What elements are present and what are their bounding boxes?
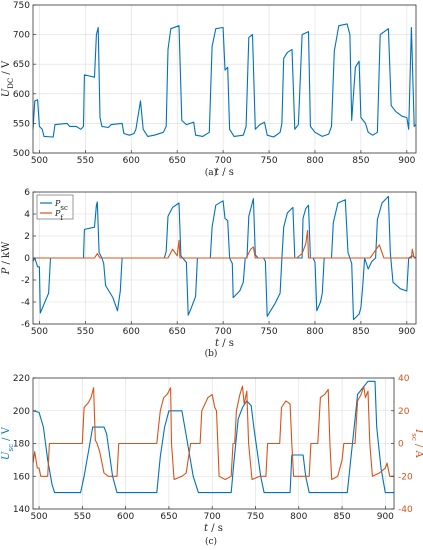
y-axis-label: UDC / V <box>1 60 15 97</box>
y-axis-label: P / kW <box>1 241 12 276</box>
x-tick-label: 900 <box>398 327 415 337</box>
x-tick-label: 700 <box>215 156 232 166</box>
y-tick-label: 140 <box>13 505 30 515</box>
x-tick-label: 750 <box>260 327 277 337</box>
series-line-p-f <box>33 229 416 259</box>
y-tick-label: 220 <box>13 374 30 384</box>
legend-label-p-f: Pf <box>54 209 64 222</box>
series-line-udc <box>33 23 416 138</box>
legend-label-p-sc: Psc <box>54 199 68 212</box>
y-right-tick-label: 20 <box>398 407 410 417</box>
y-right-tick-label: -20 <box>398 472 413 482</box>
series-line-p-sc <box>33 195 416 321</box>
y-tick-label: 200 <box>13 407 30 417</box>
x-tick-label: 650 <box>169 327 186 337</box>
x-tick-label: 700 <box>215 327 232 337</box>
x-tick-label: 600 <box>117 512 134 522</box>
x-tick-label: 700 <box>204 512 221 522</box>
y-tick-label: 650 <box>13 60 30 70</box>
y-tick-label: 0 <box>24 254 30 264</box>
x-tick-label: 500 <box>31 156 48 166</box>
x-tick-label: 500 <box>31 327 48 337</box>
x-axis-label: t / s <box>215 338 234 349</box>
chart-2: 500 550 600 650 700 750 800 850 900 -6 -4 -2 0 2 4 6 t /… <box>1 188 417 359</box>
panel-caption: (b) <box>205 348 218 359</box>
y-tick-label: -6 <box>21 320 30 330</box>
chart-1: 500 550 600 650 700 750 800 850 900 500 550 600 650 7… <box>1 1 417 178</box>
y-tick-label: 500 <box>13 149 30 159</box>
x-tick-label: 800 <box>290 512 307 522</box>
legend-box <box>36 194 74 220</box>
x-tick-label: 900 <box>377 512 394 522</box>
y-tick-label: 4 <box>24 210 30 220</box>
y-tick-label: 600 <box>13 90 30 100</box>
x-tick-label: 600 <box>123 156 140 166</box>
y-tick-label: 700 <box>13 31 30 41</box>
y-tick-label: 750 <box>13 1 30 11</box>
y-tick-label: 6 <box>24 188 30 198</box>
x-tick-label: 800 <box>306 327 323 337</box>
x-tick-label: 600 <box>123 327 140 337</box>
x-tick-label: 650 <box>160 512 177 522</box>
y-tick-label: -4 <box>21 298 30 308</box>
x-axis-label: t / s <box>204 523 223 534</box>
chart-3: 500 550 600 650 700 750 800 850 9001401601802002… <box>1 374 423 547</box>
x-tick-label: 650 <box>169 156 186 166</box>
y-right-axis-label: Isc / A <box>410 428 423 458</box>
y-right-tick-label: 40 <box>398 374 410 384</box>
y-tick-label: -2 <box>21 276 30 286</box>
x-tick-label: 550 <box>77 156 94 166</box>
panel-caption: (a) <box>205 167 217 178</box>
panel-caption: (c) <box>205 536 217 547</box>
x-tick-label: 750 <box>260 156 277 166</box>
y-right-tick-label: 0 <box>398 440 404 450</box>
x-tick-label: 850 <box>333 512 350 522</box>
y-tick-label: 180 <box>13 440 30 450</box>
x-tick-label: 800 <box>306 156 323 166</box>
x-tick-label: 550 <box>74 512 91 522</box>
x-tick-label: 850 <box>352 156 369 166</box>
series-line-u-sc <box>33 380 394 494</box>
x-tick-label: 850 <box>352 327 369 337</box>
y-tick-label: 550 <box>13 119 30 129</box>
x-tick-label: 750 <box>247 512 264 522</box>
plot-frame <box>32 4 417 154</box>
y-tick-label: 2 <box>24 232 30 242</box>
y-tick-label: 160 <box>13 472 30 482</box>
x-tick-label: 900 <box>398 156 415 166</box>
x-tick-label: 500 <box>30 512 47 522</box>
y-right-tick-label: -40 <box>398 505 413 515</box>
x-tick-label: 550 <box>77 327 94 337</box>
x-axis-label: t / s <box>215 167 234 178</box>
series-line-i-sc <box>33 385 394 481</box>
y-axis-label: Usc / V <box>1 426 15 460</box>
